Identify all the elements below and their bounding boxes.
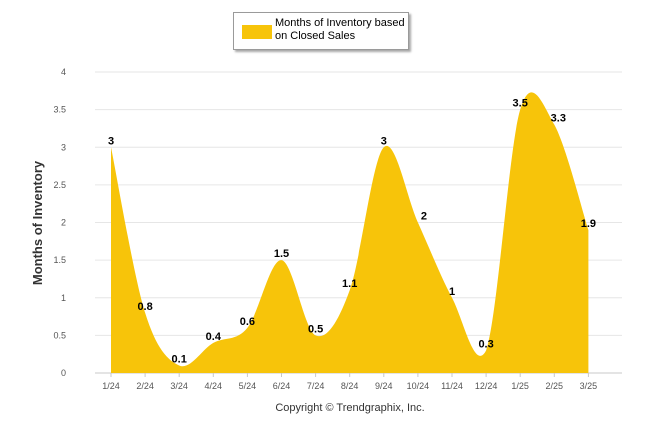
- data-label: 3.5: [513, 98, 528, 110]
- data-labels: 3 0.8 0.1 0.4 0.6 1.5 0.5 1.1 3 2 1 0.3 3.5 3.3 1.9: [108, 98, 596, 366]
- x-tick-label: 1/24: [102, 381, 120, 391]
- legend-label: Months of Inventory based on Closed Sale…: [275, 17, 405, 42]
- y-tick-label: 0.5: [53, 330, 66, 340]
- y-tick-label: 3: [61, 142, 66, 152]
- data-label: 0.1: [172, 353, 187, 365]
- data-label: 0.6: [240, 316, 255, 328]
- y-tick-label: 2.5: [53, 180, 66, 190]
- y-tick-label: 0: [61, 368, 66, 378]
- series-area: [111, 92, 589, 373]
- x-tick-label: 2/24: [136, 381, 154, 391]
- x-tick-label: 8/24: [341, 381, 359, 391]
- series-area-layer: [111, 92, 589, 373]
- y-tick-label: 1.5: [53, 255, 66, 265]
- x-tick-label: 1/25: [511, 381, 529, 391]
- x-tick-label: 4/24: [205, 381, 223, 391]
- x-tick-label: 6/24: [273, 381, 291, 391]
- legend: Months of Inventory based on Closed Sale…: [233, 12, 409, 50]
- data-label: 1: [449, 286, 455, 298]
- y-tick-label: 4: [61, 67, 66, 77]
- x-tick-label: 2/25: [546, 381, 564, 391]
- x-tick-label: 12/24: [475, 381, 498, 391]
- x-tick-label: 11/24: [441, 381, 463, 391]
- y-tick-label: 3.5: [53, 105, 66, 115]
- x-tick-label: 10/24: [407, 381, 430, 391]
- data-label: 0.5: [308, 323, 323, 335]
- y-tick-label: 1: [61, 293, 66, 303]
- data-label: 1.5: [274, 248, 289, 260]
- x-tick-label: 7/24: [307, 381, 325, 391]
- data-label: 1.1: [342, 278, 357, 290]
- gridlines: [95, 71, 622, 374]
- data-label: 2: [421, 211, 427, 223]
- y-axis-tick-labels: 0 0.5 1 1.5 2 2.5 3 3.5 4: [53, 67, 66, 378]
- data-label: 3.3: [551, 113, 566, 125]
- x-tick-label: 9/24: [375, 381, 393, 391]
- copyright-text: Copyright © Trendgraphix, Inc.: [275, 402, 425, 414]
- data-label: 1.9: [581, 218, 596, 230]
- data-label: 3: [381, 135, 387, 147]
- data-label: 3: [108, 135, 114, 147]
- x-tick-label: 5/24: [239, 381, 257, 391]
- y-tick-label: 2: [61, 218, 66, 228]
- x-axis-tick-labels: 1/24 2/24 3/24 4/24 5/24 6/24 7/24 8/24 9/24 10/2…: [102, 373, 597, 391]
- x-tick-label: 3/24: [170, 381, 188, 391]
- x-tick-label: 3/25: [580, 381, 598, 391]
- data-label: 0.4: [206, 331, 222, 343]
- data-label: 0.8: [137, 301, 152, 313]
- legend-swatch: [242, 25, 272, 39]
- data-label: 0.3: [478, 338, 493, 350]
- y-axis-title: Months of Inventory: [30, 160, 45, 285]
